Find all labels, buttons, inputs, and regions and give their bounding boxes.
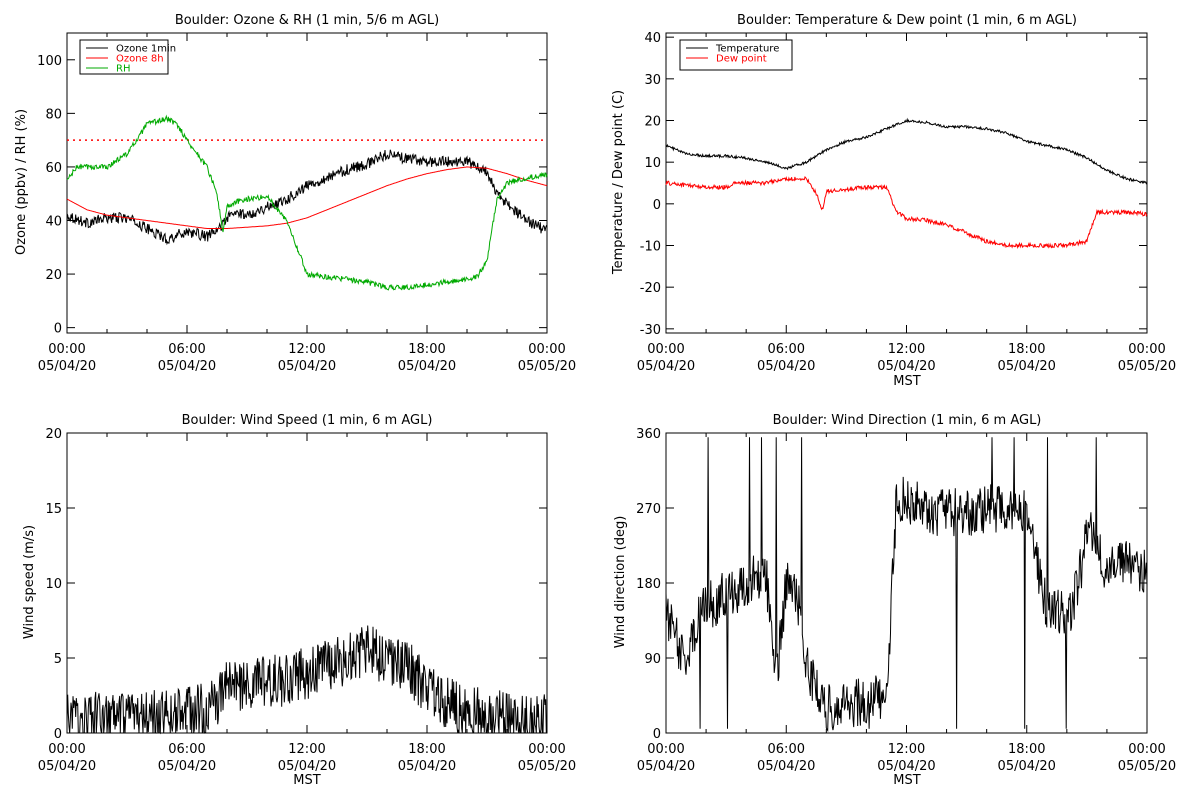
x-tick-label: 00:00 <box>48 342 85 357</box>
chart-title: Boulder: Ozone & RH (1 min, 5/6 m AGL) <box>175 13 439 28</box>
y-tick-label: 80 <box>45 107 62 122</box>
x-tick-date-label: 05/05/20 <box>1118 759 1176 774</box>
y-tick-label: 20 <box>644 115 661 130</box>
y-tick-label: 10 <box>45 577 62 592</box>
series-line <box>66 625 548 735</box>
wind-direction-panel: Boulder: Wind Direction (1 min, 6 m AGL)… <box>613 413 1176 788</box>
y-tick-label: 40 <box>644 31 661 46</box>
legend-label: Dew point <box>716 54 767 65</box>
x-tick-label: 12:00 <box>888 742 925 757</box>
x-tick-date-label: 05/05/20 <box>1118 359 1176 374</box>
x-tick-date-label: 05/04/20 <box>398 359 456 374</box>
x-tick-date-label: 05/05/20 <box>518 359 576 374</box>
x-tick-date-label: 05/04/20 <box>757 759 815 774</box>
y-tick-label: 360 <box>636 427 661 442</box>
x-tick-date-label: 05/04/20 <box>158 759 216 774</box>
x-tick-date-label: 05/04/20 <box>637 759 695 774</box>
x-tick-label: 18:00 <box>1008 742 1045 757</box>
legend-label: Ozone 8h <box>116 54 164 65</box>
y-axis-label: Ozone (ppbv) / RH (%) <box>14 109 29 255</box>
x-tick-date-label: 05/04/20 <box>757 359 815 374</box>
ozone-8h-line <box>66 166 548 229</box>
y-tick-label: 10 <box>644 156 661 171</box>
x-tick-label: 06:00 <box>168 342 205 357</box>
x-tick-label: 06:00 <box>768 742 805 757</box>
x-tick-date-label: 05/04/20 <box>998 759 1056 774</box>
chart-title: Boulder: Wind Direction (1 min, 6 m AGL) <box>773 413 1042 428</box>
x-tick-label: 00:00 <box>647 742 684 757</box>
y-tick-label: 20 <box>45 427 62 442</box>
chart-title: Boulder: Temperature & Dew point (1 min,… <box>737 13 1077 28</box>
x-tick-label: 12:00 <box>288 342 325 357</box>
x-tick-date-label: 05/04/20 <box>278 359 336 374</box>
y-tick-label: -10 <box>640 240 661 255</box>
plot-frame <box>66 432 548 734</box>
x-tick-label: 06:00 <box>168 742 205 757</box>
series-line <box>665 437 1148 733</box>
x-tick-label: 18:00 <box>408 742 445 757</box>
x-tick-label: 00:00 <box>647 342 684 357</box>
legend-box <box>679 39 793 71</box>
y-axis-label: Wind direction (deg) <box>613 516 628 649</box>
x-tick-date-label: 05/04/20 <box>637 359 695 374</box>
x-tick-date-label: 05/05/20 <box>518 759 576 774</box>
y-tick-label: 270 <box>636 502 661 517</box>
dew-point-line <box>665 176 1148 250</box>
temperature-line <box>665 117 1148 185</box>
y-tick-label: 40 <box>45 215 62 230</box>
y-tick-label: 0 <box>653 727 661 742</box>
x-tick-label: 18:00 <box>408 342 445 357</box>
x-axis-label: MST <box>893 773 920 788</box>
chart-title: Boulder: Wind Speed (1 min, 6 m AGL) <box>182 413 433 428</box>
x-tick-date-label: 05/04/20 <box>998 359 1056 374</box>
x-tick-date-label: 05/04/20 <box>38 359 96 374</box>
y-tick-label: -30 <box>640 323 661 338</box>
ozone-1min-line <box>66 149 548 246</box>
x-tick-label: 00:00 <box>1128 742 1165 757</box>
x-tick-label: 00:00 <box>528 742 565 757</box>
x-tick-label: 18:00 <box>1008 342 1045 357</box>
x-tick-label: 00:00 <box>528 342 565 357</box>
y-tick-label: 90 <box>644 652 661 667</box>
y-tick-label: 0 <box>653 198 661 213</box>
y-tick-label: 0 <box>54 727 62 742</box>
y-axis-label: Temperature / Dew point (C) <box>611 90 626 275</box>
x-tick-label: 00:00 <box>48 742 85 757</box>
x-tick-date-label: 05/04/20 <box>398 759 456 774</box>
x-tick-label: 12:00 <box>288 742 325 757</box>
x-tick-label: 12:00 <box>888 342 925 357</box>
legend-label: Temperature <box>715 44 779 55</box>
legend-label: RH <box>116 64 130 75</box>
x-tick-label: 00:00 <box>1128 342 1165 357</box>
y-axis-label: Wind speed (m/s) <box>22 525 37 639</box>
y-tick-label: 5 <box>54 652 62 667</box>
x-tick-date-label: 05/04/20 <box>877 359 935 374</box>
x-tick-date-label: 05/04/20 <box>158 359 216 374</box>
ozone-rh-panel: Boulder: Ozone & RH (1 min, 5/6 m AGL) O… <box>14 13 576 374</box>
x-tick-date-label: 05/04/20 <box>38 759 96 774</box>
x-tick-label: 06:00 <box>768 342 805 357</box>
y-tick-label: -20 <box>640 281 661 296</box>
x-tick-date-label: 05/04/20 <box>278 759 336 774</box>
x-axis-label: MST <box>893 374 920 389</box>
x-tick-date-label: 05/04/20 <box>877 759 935 774</box>
wind-speed-panel: Boulder: Wind Speed (1 min, 6 m AGL) Win… <box>22 413 576 788</box>
y-tick-label: 30 <box>644 73 661 88</box>
legend-label: Ozone 1min <box>116 44 176 55</box>
rh-line <box>66 114 548 291</box>
y-tick-label: 20 <box>45 268 62 283</box>
temp-dew-panel: Boulder: Temperature & Dew point (1 min,… <box>611 13 1176 389</box>
y-tick-label: 0 <box>54 322 62 337</box>
x-axis-label: MST <box>293 773 320 788</box>
y-tick-label: 60 <box>45 161 62 176</box>
y-tick-label: 180 <box>636 577 661 592</box>
y-tick-label: 15 <box>45 502 62 517</box>
y-tick-label: 100 <box>37 54 62 69</box>
